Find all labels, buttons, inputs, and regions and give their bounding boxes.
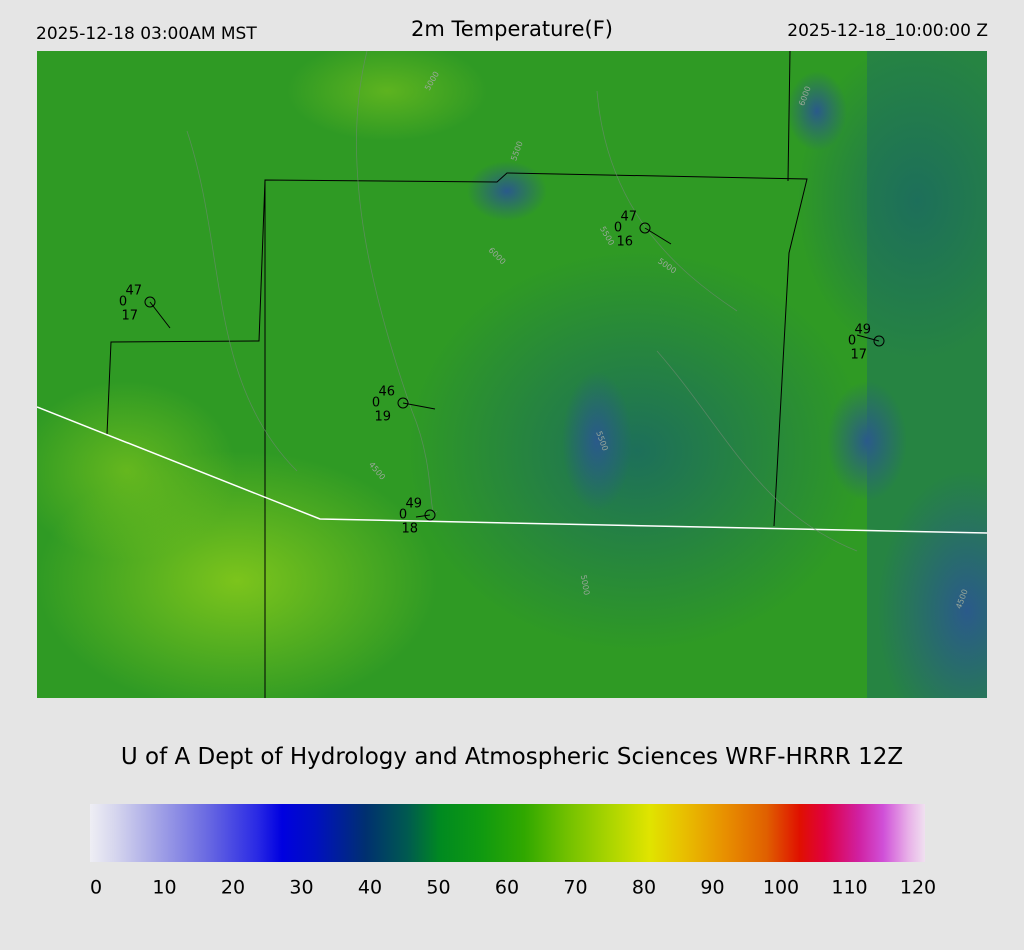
terrain (562, 371, 632, 511)
colorbar-tick-label: 100 (763, 877, 799, 899)
station-circle (873, 335, 885, 347)
station-dewpoint: 16 (616, 235, 633, 250)
station-circle (639, 222, 651, 234)
station-code: 0 (848, 334, 856, 349)
colorbar-tick-label: 60 (495, 877, 519, 899)
station-dewpoint: 17 (121, 309, 138, 324)
colorbar-tick-label: 50 (426, 877, 450, 899)
contour-label: 5000 (579, 574, 591, 596)
station-code: 0 (372, 396, 380, 411)
station-circle (424, 509, 436, 521)
terrain (877, 471, 987, 698)
colorbar-tick-label: 80 (632, 877, 656, 899)
boundary-line (106, 179, 266, 435)
map: 5000550060005500500045005500500045006000… (37, 51, 987, 698)
colorbar-tick-label: 20 (221, 877, 245, 899)
station-circle (397, 397, 409, 409)
station-temperature: 46 (378, 385, 395, 400)
colorbar-tick-label: 0 (90, 877, 102, 899)
station-dewpoint: 19 (374, 410, 391, 425)
station-code: 0 (614, 221, 622, 236)
terrain (467, 161, 547, 221)
local-time: 2025-12-18 03:00AM MST (36, 24, 257, 44)
utc-time: 2025-12-18_10:00:00 Z (787, 21, 988, 41)
terrain (827, 381, 907, 501)
colorbar-ticks: 0 10 20 30 40 50 60 70 80 90 100 110 120 (90, 877, 936, 899)
terrain (787, 71, 847, 151)
station-circle (144, 296, 156, 308)
station-temperature: 47 (125, 284, 142, 299)
colorbar-tick-label: 40 (358, 877, 382, 899)
station-temperature: 49 (854, 323, 871, 338)
terrain (797, 51, 987, 361)
terrain (407, 251, 867, 651)
station-temperature: 47 (620, 210, 637, 225)
colorbar-tick-label: 90 (700, 877, 724, 899)
terrain (287, 51, 487, 141)
credit: U of A Dept of Hydrology and Atmospheric… (120, 744, 904, 770)
contour-line (186, 51, 858, 552)
border-line (37, 406, 987, 534)
station-dewpoint: 18 (401, 522, 418, 537)
wind-barb (415, 514, 431, 518)
station-dewpoint: 17 (850, 348, 867, 363)
colorbar-tick-label: 110 (831, 877, 867, 899)
colorbar-tick-label: 30 (289, 877, 313, 899)
colorbar (90, 804, 925, 862)
map-title: 2m Temperature(F) (411, 17, 613, 41)
colorbar-tick-label: 120 (900, 877, 936, 899)
colorbar-tick-label: 10 (152, 877, 176, 899)
wind-barb (856, 334, 880, 342)
station-code: 0 (399, 508, 407, 523)
station-code: 0 (119, 295, 127, 310)
colorbar-tick-label: 70 (563, 877, 587, 899)
boundary-line (787, 51, 791, 182)
station-temperature: 49 (405, 497, 422, 512)
